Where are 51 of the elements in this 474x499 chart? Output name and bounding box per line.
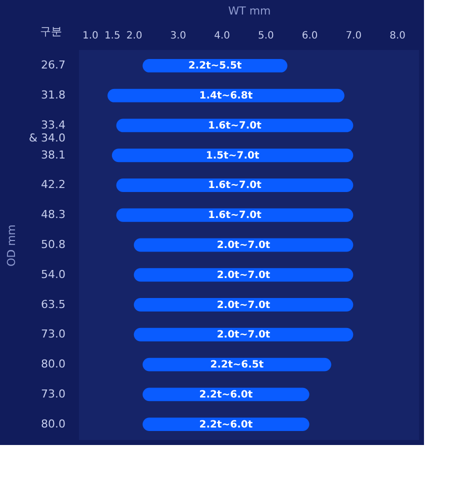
y-tick-label: 50.8: [41, 238, 66, 251]
bar: [116, 178, 354, 192]
y-tick-label: 63.5: [41, 298, 66, 311]
annotation: 1.6t~7.0t: [208, 210, 262, 222]
bar: [142, 358, 332, 372]
y-tick-label: 31.8: [41, 88, 66, 102]
bar: [134, 298, 354, 312]
y-tick-label: 33.4 & 34.0: [28, 118, 66, 144]
annotation: 2.2t~6.0t: [199, 419, 253, 430]
annotation: 1.6t~7.0t: [208, 180, 262, 192]
bar: [112, 148, 354, 162]
y-tick-label: 73.0: [41, 328, 66, 341]
x-tick-label: 8.0: [390, 30, 406, 42]
x-tick-label: 4.0: [214, 30, 230, 42]
bar: [134, 328, 354, 342]
annotation: 1.5t~7.0t: [206, 150, 260, 162]
y-tick-label: 38.1: [41, 148, 66, 162]
x-tick-label: 1.0: [82, 30, 98, 42]
y-axis-title: OD mm: [4, 224, 18, 267]
x-tick-label: 6.0: [302, 30, 318, 42]
text: 구분: [40, 25, 62, 38]
x-tick-label: 7.0: [346, 30, 362, 42]
x-tick-label: 2.0: [126, 30, 142, 42]
annotation: 2.0t~7.0t: [216, 270, 270, 281]
bar: [108, 88, 344, 102]
annotation: 2.0t~7.0t: [216, 330, 270, 341]
x-tick-label: 1.5: [104, 30, 120, 42]
annotation: 2.0t~7.0t: [216, 240, 270, 251]
y-tick-label: 73.0: [41, 387, 66, 400]
bar: [134, 268, 354, 282]
bar: [116, 208, 354, 222]
bar: [142, 418, 310, 432]
bar: [134, 238, 354, 252]
bar: [142, 58, 288, 72]
x-tick-label: 5.0: [258, 30, 274, 42]
y-tick-label: 48.3: [41, 208, 66, 222]
annotation: 2.2t~5.5t: [188, 60, 242, 72]
annotation: 2.0t~7.0t: [216, 300, 270, 311]
annotation: 1.6t~7.0t: [208, 120, 262, 132]
annotation: 2.2t~6.5t: [210, 360, 264, 371]
x-axis-title: WT mm: [228, 4, 271, 18]
y-tick-label: 80.0: [41, 358, 66, 371]
y-tick-label: 80.0: [41, 417, 66, 430]
y-tick-label: 42.2: [41, 178, 66, 192]
annotation: 1.4t~6.8t: [199, 90, 253, 102]
annotation: 2.2t~6.0t: [199, 389, 253, 400]
y-tick-label: 26.7: [41, 58, 66, 72]
bar: [142, 388, 310, 402]
x-tick-label: 3.0: [170, 30, 186, 42]
bar: [116, 118, 354, 132]
y-tick-label: 54.0: [41, 268, 66, 281]
